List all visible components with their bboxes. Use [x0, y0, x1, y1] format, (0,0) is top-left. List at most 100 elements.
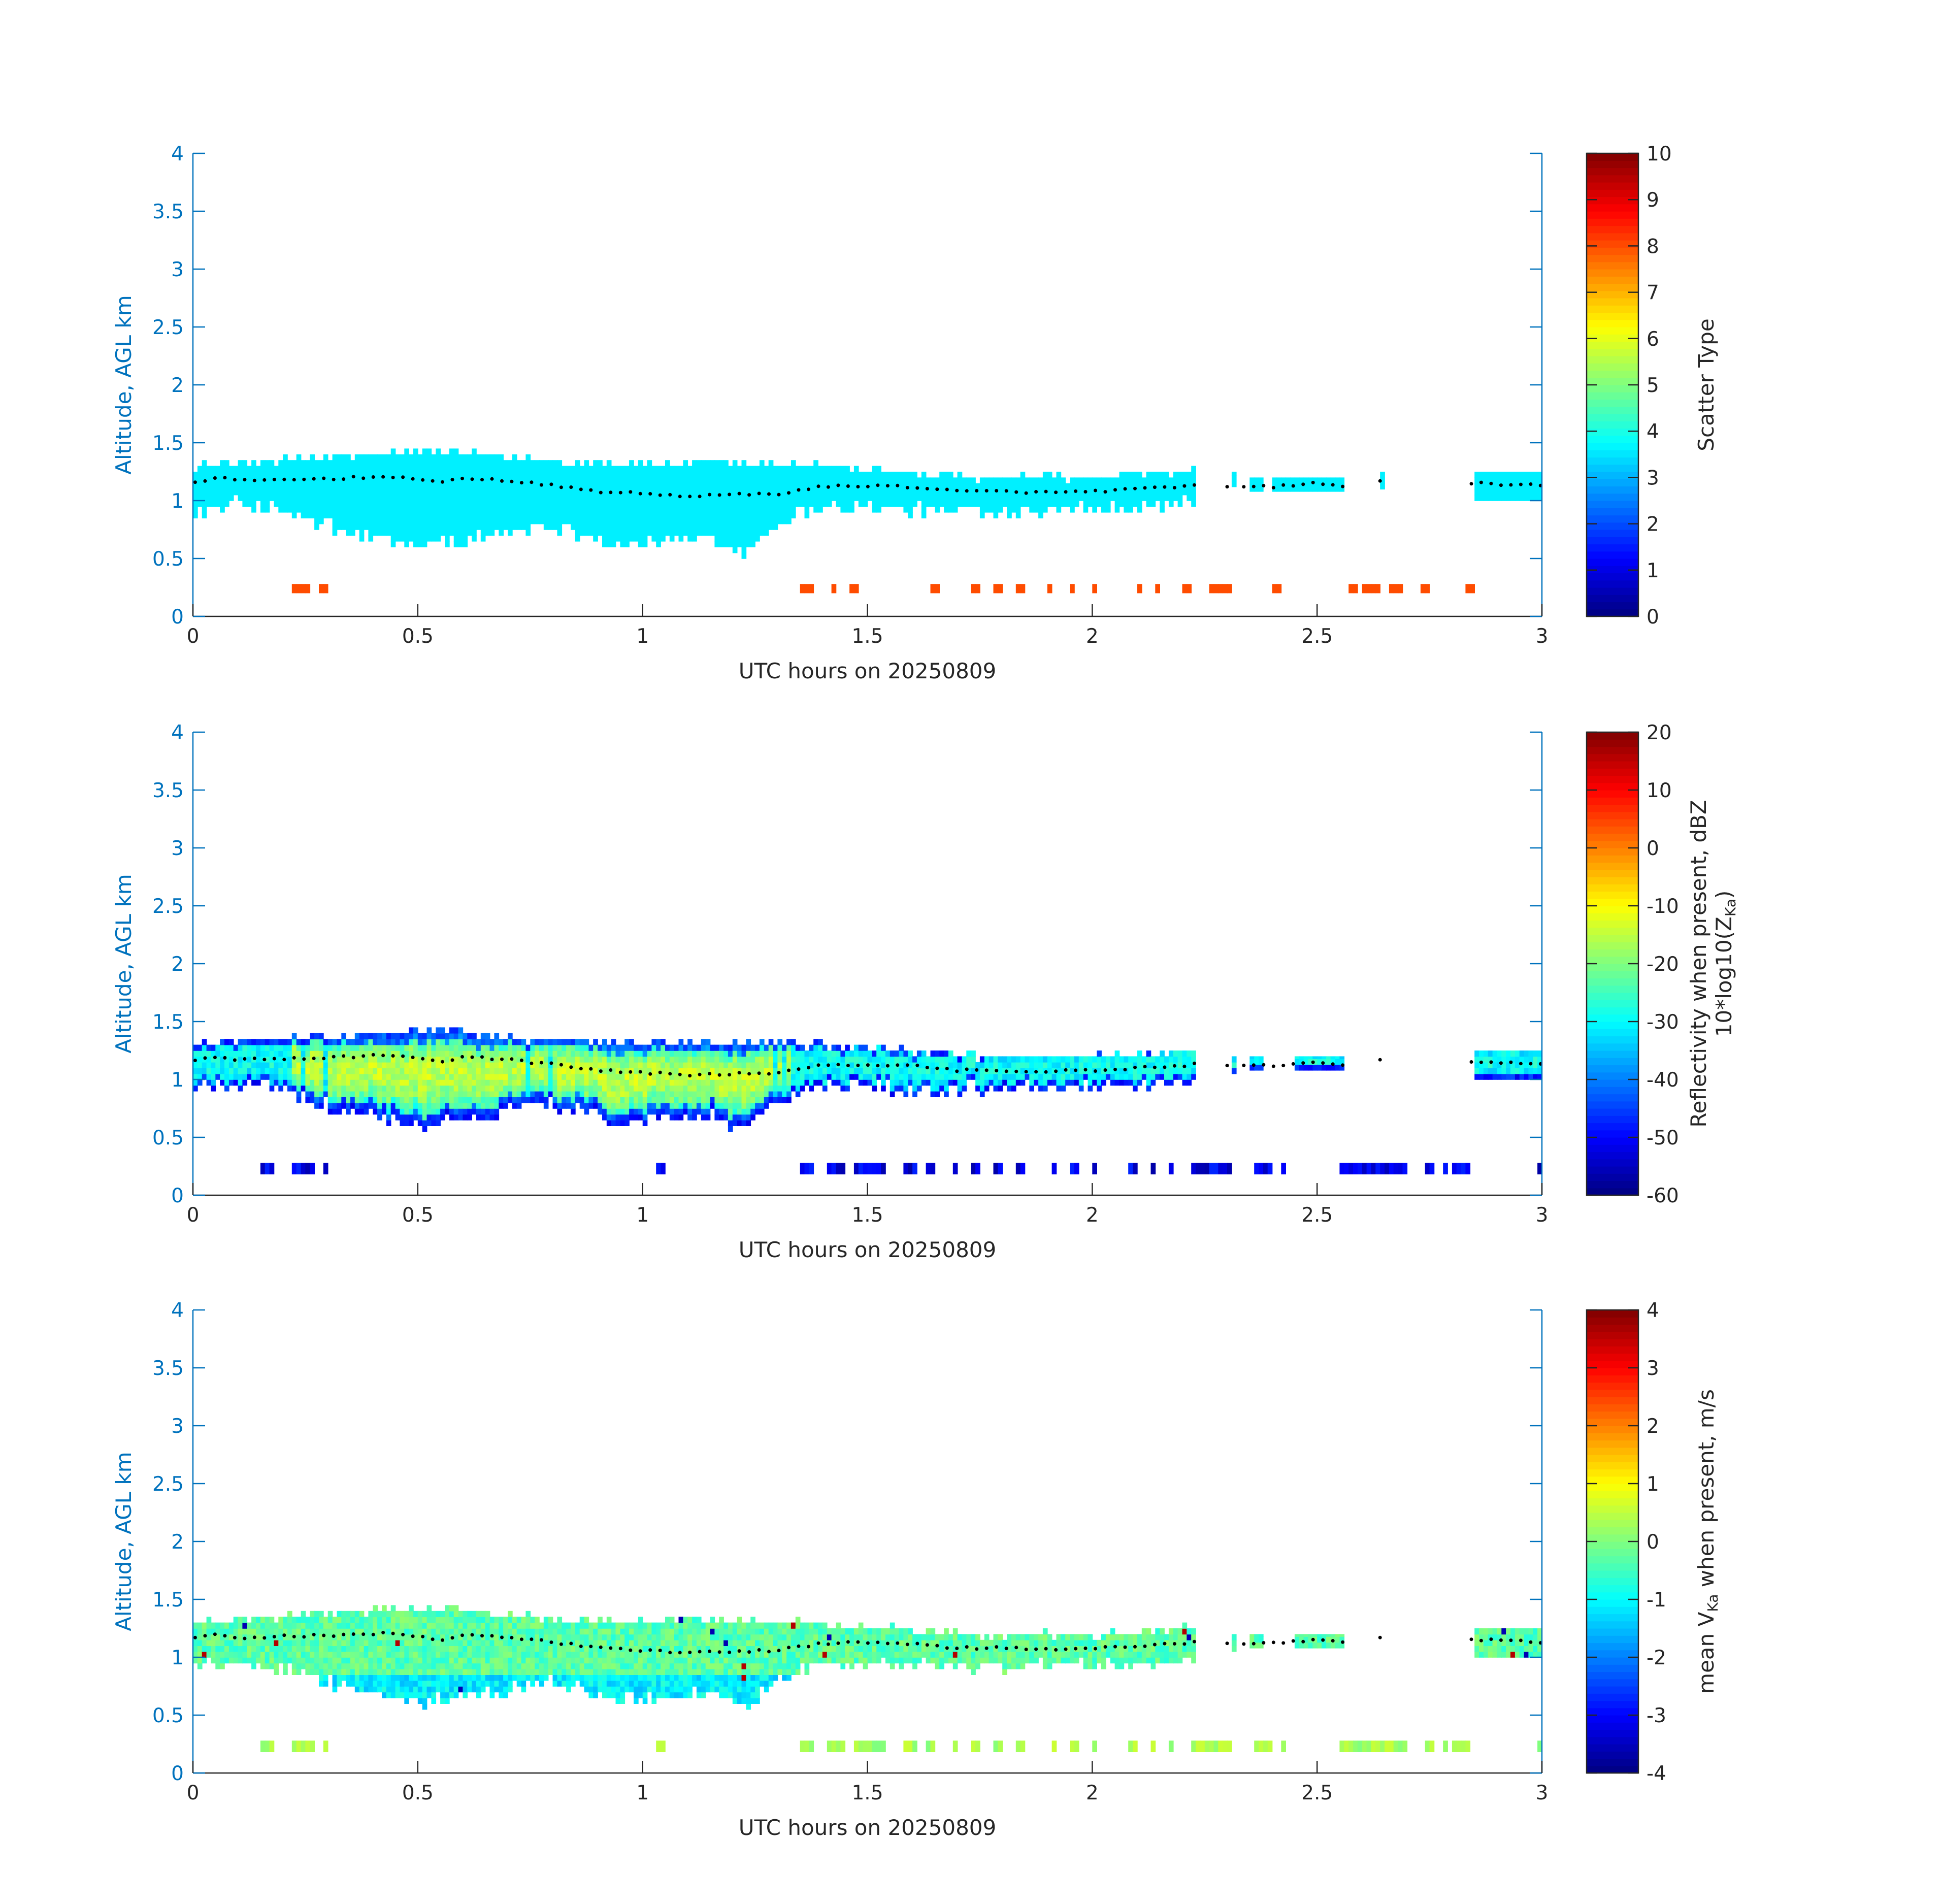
echo-cell [687, 535, 693, 542]
echo-cell [265, 489, 270, 496]
echo-cell [453, 535, 459, 542]
echo-cell [480, 454, 486, 461]
echo-cell [984, 477, 990, 484]
echo-cell [417, 460, 423, 467]
echo-cell [629, 1044, 634, 1051]
echo-cell [678, 1102, 684, 1109]
echo-cell [935, 1051, 940, 1057]
echo-cell [521, 1068, 526, 1074]
echo-cell [1254, 477, 1259, 480]
echo-cell [1141, 1056, 1147, 1063]
echo-cell [1119, 1062, 1125, 1068]
echo-cell [417, 1102, 423, 1109]
echo-cell [476, 501, 481, 507]
surface-return [1047, 584, 1052, 594]
echo-cell [764, 530, 769, 536]
echo-cell [413, 1068, 418, 1074]
echo-cell [714, 472, 720, 478]
echo-cell [296, 472, 302, 478]
echo-cell [1510, 483, 1516, 489]
echo-cell [489, 518, 495, 524]
colorbar-step [1587, 247, 1638, 255]
echo-cell [822, 1062, 828, 1068]
echo-cell [445, 501, 450, 507]
echo-cell [993, 1073, 999, 1080]
echo-cell [382, 501, 387, 507]
echo-cell [741, 1051, 747, 1057]
echo-cell [319, 518, 324, 524]
echo-cell [629, 1102, 634, 1109]
echo-cell [494, 495, 500, 501]
echo-cell [291, 472, 297, 478]
echo-cell [944, 489, 949, 496]
echo-cell [723, 1097, 729, 1103]
echo-cell [1124, 472, 1129, 478]
echo-cell [458, 1044, 464, 1051]
echo-cell [867, 1073, 873, 1080]
echo-cell [737, 1097, 742, 1103]
echo-cell [453, 460, 459, 467]
echo-cell [989, 1056, 994, 1063]
echo-cell [571, 1073, 576, 1080]
colorbar-step [1587, 573, 1638, 581]
layer-dot [441, 480, 444, 484]
echo-cell [516, 477, 522, 484]
echo-cell [1335, 1059, 1340, 1065]
echo-cell [669, 1044, 675, 1051]
echo-cell [1110, 1068, 1115, 1074]
echo-cell [476, 1056, 481, 1063]
echo-cell [669, 1114, 675, 1121]
echo-cell [687, 1051, 693, 1057]
echo-cell [359, 466, 365, 472]
echo-cell [404, 1091, 409, 1097]
echo-cell [602, 523, 607, 530]
colorbar-tick-label: 1 [1647, 560, 1659, 582]
echo-cell [705, 489, 711, 496]
echo-cell [714, 460, 720, 467]
echo-cell [634, 477, 639, 484]
echo-cell [1141, 1073, 1147, 1080]
echo-cell [449, 483, 454, 489]
echo-cell [993, 495, 999, 501]
echo-cell [773, 1062, 778, 1068]
echo-cell [741, 1062, 747, 1068]
echo-cell [413, 483, 418, 489]
echo-cell [319, 506, 324, 513]
echo-cell [755, 1079, 760, 1086]
echo-cell [503, 489, 508, 496]
echo-cell [768, 1051, 774, 1057]
echo-cell [948, 489, 953, 496]
echo-cell [674, 1091, 679, 1097]
echo-cell [800, 1056, 805, 1063]
echo-cell [642, 1114, 648, 1121]
echo-cell [426, 495, 432, 501]
echo-cell [998, 1073, 1003, 1080]
echo-cell [584, 489, 589, 496]
echo-cell [1303, 485, 1309, 492]
echo-cell [516, 1044, 522, 1051]
echo-cell [683, 483, 688, 489]
echo-cell [710, 501, 715, 507]
echo-cell [341, 1033, 346, 1039]
echo-cell [764, 1079, 769, 1086]
echo-cell [899, 501, 904, 507]
echo-cell [211, 1079, 216, 1086]
echo-cell [719, 460, 724, 467]
echo-cell [624, 501, 630, 507]
echo-cell [863, 1062, 868, 1068]
echo-cell [746, 512, 751, 518]
echo-cell [1317, 485, 1322, 492]
echo-cell [984, 1062, 990, 1068]
echo-cell [656, 506, 661, 513]
echo-cell [319, 1062, 324, 1068]
echo-cell [750, 489, 755, 496]
echo-cell [287, 1051, 292, 1057]
echo-cell [390, 472, 396, 478]
echo-cell [624, 530, 630, 536]
echo-cell [764, 466, 769, 472]
echo-cell [1479, 1051, 1484, 1057]
echo-cell [1231, 472, 1237, 476]
echo-cell [665, 1091, 670, 1097]
echo-cell [921, 483, 927, 489]
echo-cell [728, 1102, 733, 1109]
